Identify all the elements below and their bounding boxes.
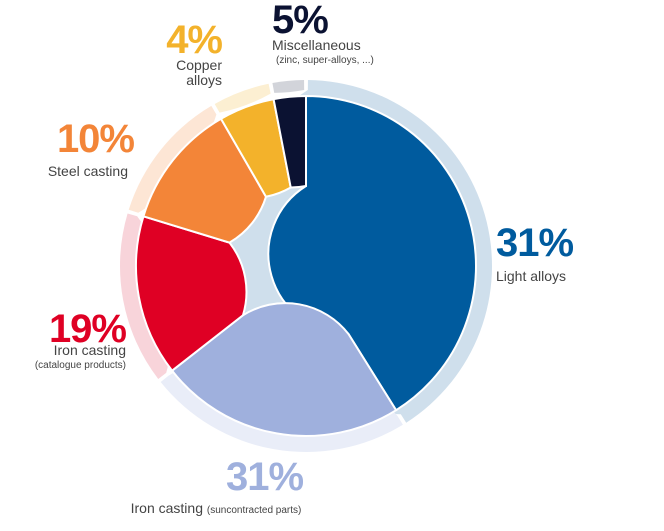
ring-segment-copper-alloys (214, 83, 271, 113)
pct-label-iron-casting-catalogue-products: 19% (49, 307, 126, 351)
caption-light-alloys: Light alloys (496, 268, 566, 284)
pct-label-light-alloys: 31% (496, 221, 573, 265)
pct-label-iron-casting-suncontracted-parts: 31% (226, 455, 303, 499)
slice-group (135, 94, 477, 437)
ring-segment-miscellaneous-zinc-super-alloys (272, 80, 305, 93)
slice-iron-casting-catalogue-products (135, 215, 248, 373)
subcaption-miscellaneous-zinc-super-alloys: (zinc, super-alloys, ...) (276, 55, 374, 66)
slice-iron-casting-suncontracted-parts (170, 302, 398, 437)
caption-copper-alloys-1: alloys (186, 72, 222, 88)
subcaption-iron-casting-catalogue-products: (catalogue products) (35, 360, 126, 371)
caption-iron-casting-suncontracted-parts: Iron casting (suncontracted parts) (131, 500, 302, 516)
slice-light-alloys (267, 94, 477, 412)
pct-label-steel-casting: 10% (57, 117, 134, 161)
slice-miscellaneous-zinc-super-alloys (272, 94, 307, 189)
caption-steel-casting: Steel casting (48, 163, 128, 179)
caption-copper-alloys: Copper (176, 57, 222, 73)
caption-iron-casting-catalogue-products: Iron casting (54, 342, 126, 358)
pct-label-miscellaneous-zinc-super-alloys: 5% (272, 0, 328, 42)
caption-miscellaneous-zinc-super-alloys: Miscellaneous (272, 37, 361, 53)
pct-label-copper-alloys: 4% (166, 18, 222, 62)
